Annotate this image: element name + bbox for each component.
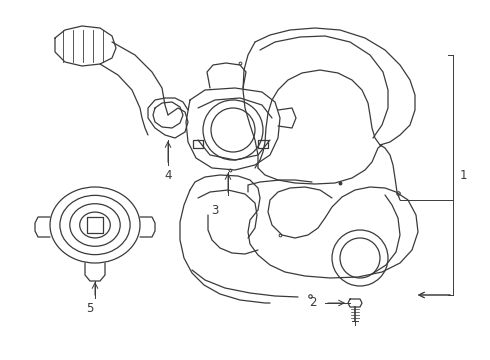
Text: 2: 2: [309, 297, 317, 310]
Text: 3: 3: [211, 203, 219, 216]
Text: 4: 4: [164, 168, 172, 181]
Text: 5: 5: [86, 302, 94, 315]
Text: 1: 1: [460, 168, 467, 181]
